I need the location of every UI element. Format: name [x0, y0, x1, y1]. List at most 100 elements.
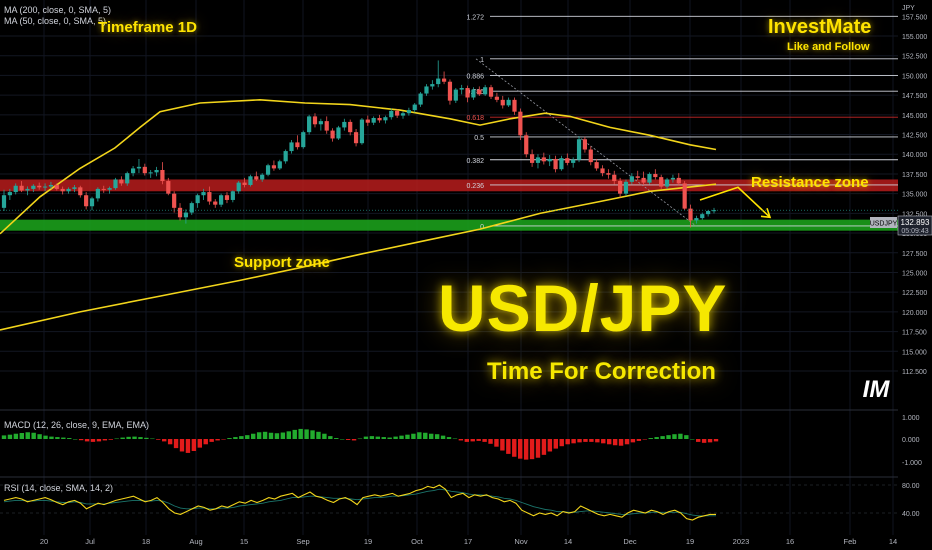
macd-bar-99	[589, 439, 594, 442]
candle-body-25	[148, 172, 153, 174]
candle-body-47	[277, 161, 282, 169]
price-tick-2: 150.000	[902, 73, 927, 80]
macd-bar-8	[49, 436, 54, 439]
macd-bar-15	[90, 439, 96, 442]
price-tick-13: 122.500	[902, 290, 927, 297]
candle-body-83	[488, 87, 494, 97]
candle-body-51	[301, 132, 306, 148]
macd-bar-95	[565, 439, 570, 445]
candle-body-61	[359, 119, 365, 144]
candle-body-78	[459, 88, 464, 90]
macd-bar-100	[595, 439, 600, 443]
candle-body-44	[260, 174, 265, 180]
candle-body-106	[623, 181, 629, 194]
candle-body-53	[312, 116, 318, 125]
macd-bar-104	[618, 439, 624, 446]
rsi-tick-0: 80.00	[902, 483, 920, 490]
support-label: Support zone	[234, 254, 330, 271]
macd-bar-46	[274, 433, 280, 439]
candle-body-102	[600, 168, 605, 174]
macd-bar-58	[345, 439, 351, 440]
macd-bar-68	[405, 434, 410, 439]
macd-bar-22	[132, 436, 137, 439]
rsi-label[interactable]: RSI (14, close, SMA, 14, 2)	[4, 483, 114, 493]
candle-body-101	[594, 162, 599, 169]
macd-label[interactable]: MACD (12, 26, close, 9, EMA, EMA)	[4, 420, 150, 430]
macd-bar-36	[215, 439, 220, 441]
x-tick-16: 14	[889, 537, 897, 546]
candle-body-48	[283, 151, 288, 162]
macd-bar-55	[328, 436, 333, 439]
axes: 157.500JPY155.000152.500150.000147.50014…	[40, 5, 928, 546]
candle-body-0	[1, 195, 7, 208]
macd-bar-79	[470, 439, 475, 442]
fib-label-6: 0.382	[466, 158, 484, 165]
indicator-ma50-label[interactable]: MA (50, close, 0, SMA, 5)	[4, 16, 107, 26]
macd-bar-118	[701, 439, 707, 443]
macd-bar-52	[310, 430, 315, 439]
macd-bar-88	[523, 439, 529, 460]
candle-body-99	[582, 139, 588, 150]
price-tick-16: 115.000	[902, 349, 927, 356]
price-tick-6: 140.000	[902, 152, 927, 159]
macd-bar-108	[642, 439, 647, 440]
macd-bar-94	[559, 439, 564, 447]
candle-body-7	[42, 186, 48, 188]
macd-bar-69	[411, 433, 416, 439]
candle-body-71	[418, 93, 423, 105]
macd-bar-102	[607, 439, 612, 445]
macd-bar-60	[357, 438, 363, 440]
candle-body-34	[201, 192, 206, 196]
price-tick-8: 135.000	[902, 192, 927, 199]
candle-body-97	[571, 159, 576, 163]
macd-bar-116	[690, 439, 695, 440]
currency-label: JPY	[902, 5, 915, 12]
candle-body-94	[553, 158, 558, 170]
price-tag-price: 132.893	[901, 218, 930, 227]
macd-bar-112	[666, 435, 671, 439]
macd-bar-90	[535, 439, 541, 458]
resistance-label: Resistance zone	[751, 174, 869, 191]
macd-bar-39	[233, 437, 238, 439]
candle-body-6	[37, 185, 42, 188]
candle-body-33	[195, 195, 200, 204]
candle-body-1	[7, 192, 12, 196]
macd-bar-76	[452, 438, 458, 440]
candle-body-36	[213, 201, 218, 205]
macd-bar-20	[120, 437, 125, 439]
candle-body-49	[289, 142, 294, 152]
candle-body-5	[31, 185, 36, 189]
macd-bar-28	[167, 439, 173, 445]
fib-label-4: 0.618	[466, 115, 484, 122]
macd-tick-2: -1.000	[902, 460, 922, 467]
macd-bar-111	[660, 436, 665, 439]
price-tick-17: 112.500	[902, 369, 927, 376]
macd-bar-17	[102, 439, 108, 441]
x-tick-15: Feb	[844, 537, 857, 546]
macd-bar-32	[191, 439, 197, 451]
candle-body-121	[711, 210, 717, 212]
projection-path	[699, 186, 771, 218]
macd-bar-56	[334, 438, 339, 439]
macd-bar-35	[209, 439, 214, 442]
candles[interactable]	[1, 60, 717, 228]
x-tick-7: Oct	[411, 537, 424, 546]
macd-bar-120	[713, 439, 719, 442]
projection-arrow	[0, 186, 898, 219]
price-tick-3: 147.500	[902, 93, 927, 100]
macd-bar-62	[369, 436, 375, 439]
macd-bar-74	[440, 435, 446, 439]
candle-body-13	[78, 187, 83, 196]
candle-body-19	[113, 179, 118, 189]
macd-bar-70	[417, 432, 422, 439]
macd-bar-98	[583, 439, 588, 442]
timeframe-label: Timeframe 1D	[98, 19, 197, 36]
candle-body-103	[606, 173, 611, 175]
candle-body-81	[477, 89, 482, 95]
indicator-ma200-label[interactable]: MA (200, close, 0, SMA, 5)	[4, 5, 112, 15]
fib-label-8: 0	[480, 224, 484, 231]
candle-body-70	[412, 104, 417, 111]
candle-body-118	[694, 218, 699, 221]
